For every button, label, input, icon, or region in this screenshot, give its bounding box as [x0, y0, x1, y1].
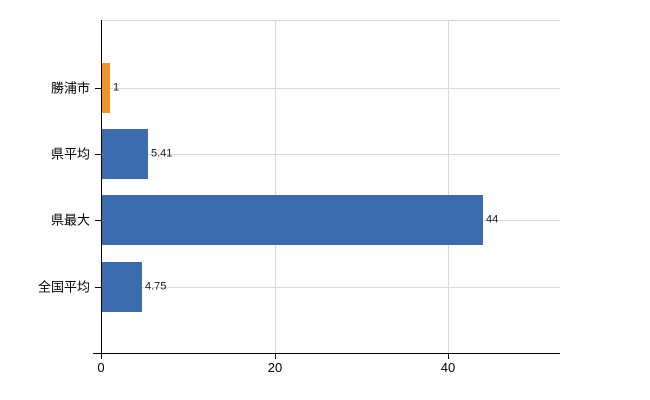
bar-row: 4.75 — [101, 262, 560, 312]
x-axis-tick-label: 0 — [97, 360, 105, 375]
y-axis-line — [101, 20, 102, 358]
gridline-row — [101, 154, 560, 155]
y-axis-tick — [95, 220, 101, 221]
y-axis-label: 県最大 — [50, 212, 90, 228]
bar — [101, 129, 148, 179]
y-axis-label: 県平均 — [50, 146, 90, 162]
y-axis-tick — [95, 154, 101, 155]
bar-value-label: 5.41 — [151, 147, 173, 160]
x-axis-tick — [101, 353, 102, 359]
x-axis-tick — [448, 353, 449, 359]
bar-value-label: 4.75 — [145, 280, 167, 293]
bar-row: 44 — [101, 195, 560, 245]
y-axis-label: 勝浦市 — [50, 80, 90, 96]
x-axis-tick — [275, 353, 276, 359]
gridline-x-20 — [275, 20, 276, 353]
bar-row: 1 — [101, 63, 560, 113]
y-axis-label: 全国平均 — [37, 279, 90, 295]
x-axis-tick-label: 40 — [440, 360, 456, 375]
bar — [101, 262, 142, 312]
gridline-row — [101, 88, 560, 89]
x-axis-tick-label: 20 — [267, 360, 283, 375]
bar-row: 5.41 — [101, 129, 560, 179]
plot-area: 1 5.41 44 4.75 — [101, 20, 560, 353]
x-axis-line — [93, 353, 560, 354]
bar — [101, 195, 483, 245]
gridline-x-40 — [448, 20, 449, 353]
y-axis-tick — [95, 88, 101, 89]
plot-top-border — [101, 20, 560, 21]
bar-value-label: 1 — [113, 81, 120, 94]
gridline-row — [101, 287, 560, 288]
bar-value-label: 44 — [486, 213, 499, 226]
bar — [101, 63, 110, 113]
y-axis-tick — [95, 287, 101, 288]
